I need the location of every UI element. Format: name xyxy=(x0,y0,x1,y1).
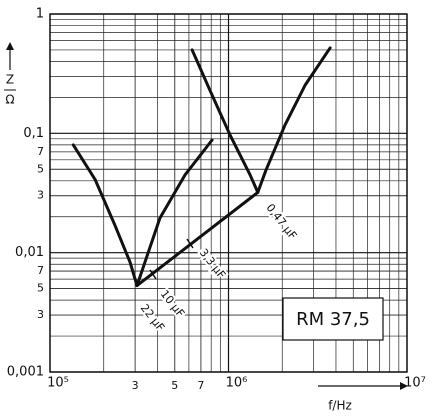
x-tick-label: 10⁶ xyxy=(226,376,248,391)
y-tick-label: 0,001 xyxy=(7,365,44,380)
y-tick-label: 3 xyxy=(37,308,44,321)
grid xyxy=(49,13,408,373)
x-label: f/Hz xyxy=(328,399,352,413)
x-tick-label: 3 xyxy=(132,379,139,392)
marker-tick xyxy=(186,238,194,249)
y-tick-label: 3 xyxy=(37,189,44,202)
y-tick-label: 7 xyxy=(37,264,44,277)
impedance-curve xyxy=(135,190,260,288)
y-tick-label: 7 xyxy=(37,145,44,158)
y-label-denominator: Ω xyxy=(5,93,14,107)
y-tick-label: 0,1 xyxy=(23,126,44,141)
marker-tick xyxy=(149,269,157,280)
box-label: RM 37,5 xyxy=(296,309,370,330)
y-tick-label: 0,01 xyxy=(15,245,44,260)
plot xyxy=(71,46,332,288)
label-box xyxy=(282,297,384,341)
x-arrow-head xyxy=(400,382,408,390)
y-tick-label: 5 xyxy=(37,162,44,175)
x-tick-label: 5 xyxy=(171,379,178,392)
x-tick-label: 7 xyxy=(197,379,204,392)
y-arrow-head xyxy=(6,42,14,50)
y-label-numerator: Z xyxy=(6,73,14,87)
y-tick-label: 5 xyxy=(37,282,44,295)
x-tick-label: 10⁷ xyxy=(404,376,426,391)
x-tick-label: 10⁵ xyxy=(47,376,69,391)
y-tick-label: 1 xyxy=(36,7,44,22)
